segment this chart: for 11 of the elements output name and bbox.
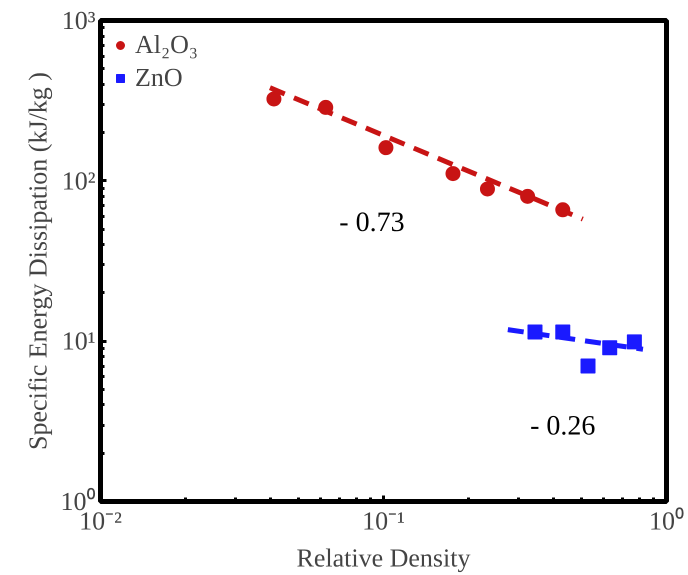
x-axis-title: Relative Density — [296, 544, 471, 572]
annotation: - 0.73 — [339, 206, 405, 238]
y-tick-label: 10³ — [62, 6, 96, 35]
legend-label: ZnO — [135, 63, 183, 93]
annotation: - 0.26 — [530, 410, 596, 442]
y-tick-label: 10² — [62, 166, 96, 196]
y-axis-title: Specific Energy Dissipation (kJ/kg ) — [24, 72, 52, 450]
x-tick-label: 10⁻¹ — [362, 506, 405, 536]
y-tick-label: 10¹ — [62, 326, 96, 356]
legend-label: Al₂O₃ — [135, 30, 198, 60]
x-tick-label: 10⁰ — [649, 506, 684, 536]
